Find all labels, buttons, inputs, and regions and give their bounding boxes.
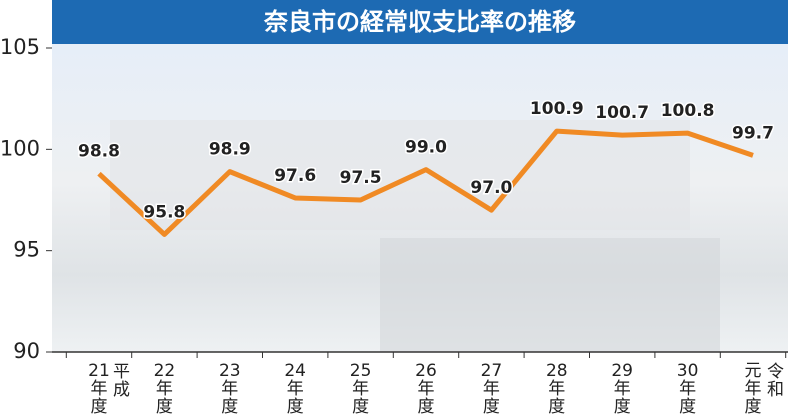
data-label: 99.7 [732, 123, 774, 143]
chart: 奈良市の経常収支比率の推移 90 95 100 105 98.8 95.8 98.9 97.6… [0, 0, 788, 419]
chart-svg: 奈良市の経常収支比率の推移 90 95 100 105 98.8 95.8 98.9 97.6… [0, 0, 788, 419]
data-label: 95.8 [143, 202, 185, 222]
data-label: 97.5 [340, 168, 382, 188]
y-tick-label: 105 [0, 35, 40, 59]
y-tick-label: 90 [13, 339, 40, 363]
era-label: 令和 [761, 362, 786, 398]
data-label: 100.9 [530, 99, 584, 119]
data-label: 100.8 [661, 101, 715, 121]
x-tick-label: 27年度 [480, 362, 502, 416]
y-tick-label: 100 [0, 136, 40, 160]
background-wall [380, 238, 720, 352]
x-tick-label: 26年度 [415, 362, 437, 416]
era-label: 平成 [107, 362, 132, 398]
data-label: 97.0 [470, 178, 512, 198]
data-label: 98.8 [78, 142, 120, 162]
x-tick-label: 24年度 [284, 362, 306, 416]
data-label: 99.0 [405, 138, 447, 158]
x-tick-label: 22年度 [153, 362, 175, 416]
background-building [110, 120, 690, 230]
x-tick-label: 25年度 [350, 362, 372, 416]
data-label: 98.9 [209, 140, 251, 160]
data-label: 97.6 [274, 166, 316, 186]
x-tick-label: 29年度 [611, 362, 633, 416]
data-label: 100.7 [595, 103, 649, 123]
x-tick-label: 23年度 [219, 362, 241, 416]
x-tick-label: 28年度 [546, 362, 568, 416]
x-tick-label: 30年度 [677, 362, 699, 416]
y-tick-label: 95 [13, 238, 40, 262]
chart-title: 奈良市の経常収支比率の推移 [263, 8, 576, 36]
